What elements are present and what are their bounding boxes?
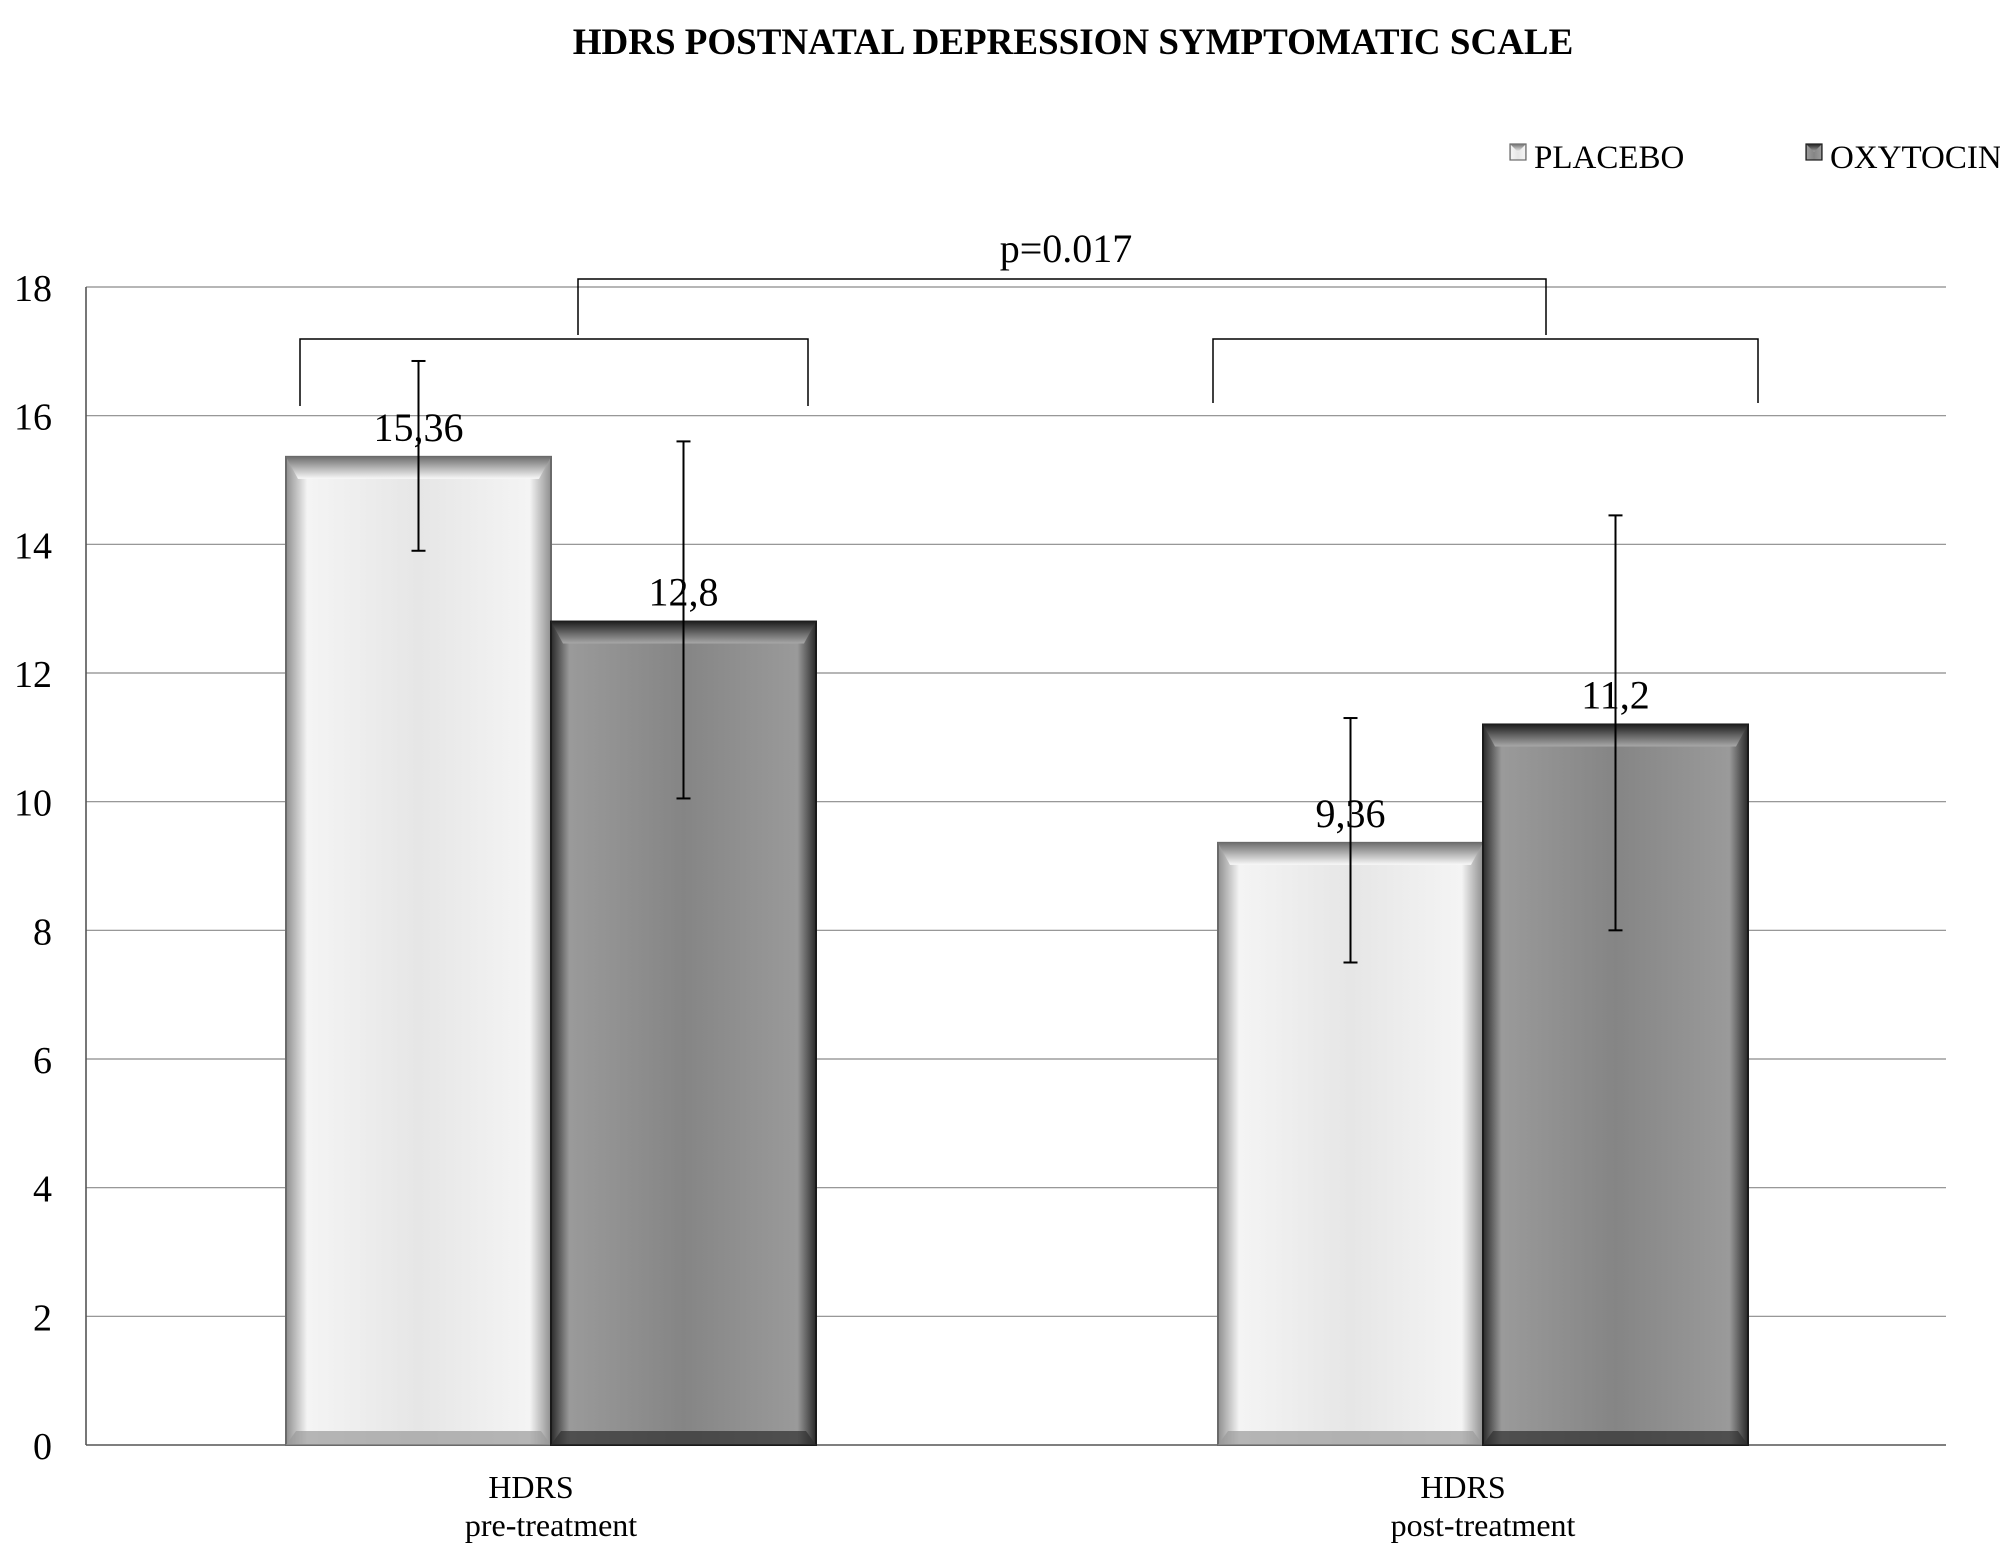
data-label: 12,8 [649, 570, 719, 615]
data-label: 9,36 [1316, 791, 1386, 836]
chart-title: HDRS POSTNATAL DEPRESSION SYMPTOMATIC SC… [573, 22, 1574, 63]
legend-swatch-bevel [1510, 144, 1526, 152]
bar-bevel-bottom [551, 1431, 816, 1445]
error-bar [676, 440, 691, 800]
y-tick-label: 2 [33, 1297, 52, 1339]
p-value-annotation: p=0.017 [1000, 226, 1133, 271]
y-tick-label: 10 [14, 783, 52, 825]
error-bars [411, 359, 1623, 964]
legend-item-placebo: PLACEBO [1509, 140, 1684, 176]
x-tick-label: HDRS [488, 1469, 573, 1505]
error-bar [1343, 717, 1358, 964]
bar-bevel-bottom [1483, 1431, 1748, 1445]
bar-bevel-bottom [286, 1431, 551, 1445]
legend-item-oxytocin: OXYTOCIN [1805, 140, 2000, 176]
significance-brackets: p=0.017 [299, 226, 1759, 406]
y-tick-label: 12 [14, 654, 52, 696]
y-tick-label: 18 [14, 268, 52, 310]
y-tick-label: 14 [14, 525, 52, 567]
bar-bevel-bottom [1218, 1431, 1483, 1445]
data-label: 15,36 [374, 405, 464, 450]
y-axis: 0 2 4 6 8 10 12 14 16 18 [14, 268, 87, 1468]
y-tick-label: 8 [33, 911, 52, 953]
legend-label: OXYTOCIN [1830, 140, 2000, 176]
bracket-between-groups [577, 278, 1547, 335]
legend: PLACEBO OXYTOCIN [1509, 140, 2000, 176]
y-tick-label: 6 [33, 1040, 52, 1082]
y-tick-label: 0 [33, 1426, 52, 1468]
bars [285, 455, 1749, 1446]
error-bar [411, 359, 426, 552]
data-label: 11,2 [1581, 672, 1650, 717]
y-tick-label: 4 [33, 1169, 52, 1211]
bar-placebo-0 [285, 455, 552, 1446]
bracket-pre-treatment [299, 338, 809, 406]
legend-swatch-bevel [1806, 144, 1822, 152]
value-labels: 15,36 9,36 12,8 11,2 [374, 405, 1650, 836]
x-tick-label: pre-treatment [465, 1507, 637, 1543]
x-tick-label: post-treatment [1391, 1507, 1576, 1543]
bar-body [285, 455, 552, 1446]
legend-label: PLACEBO [1534, 140, 1684, 176]
error-bar [1608, 514, 1623, 932]
y-tick-label: 16 [14, 397, 52, 439]
bracket-post-treatment [1212, 338, 1759, 403]
x-tick-label: HDRS [1420, 1469, 1505, 1505]
